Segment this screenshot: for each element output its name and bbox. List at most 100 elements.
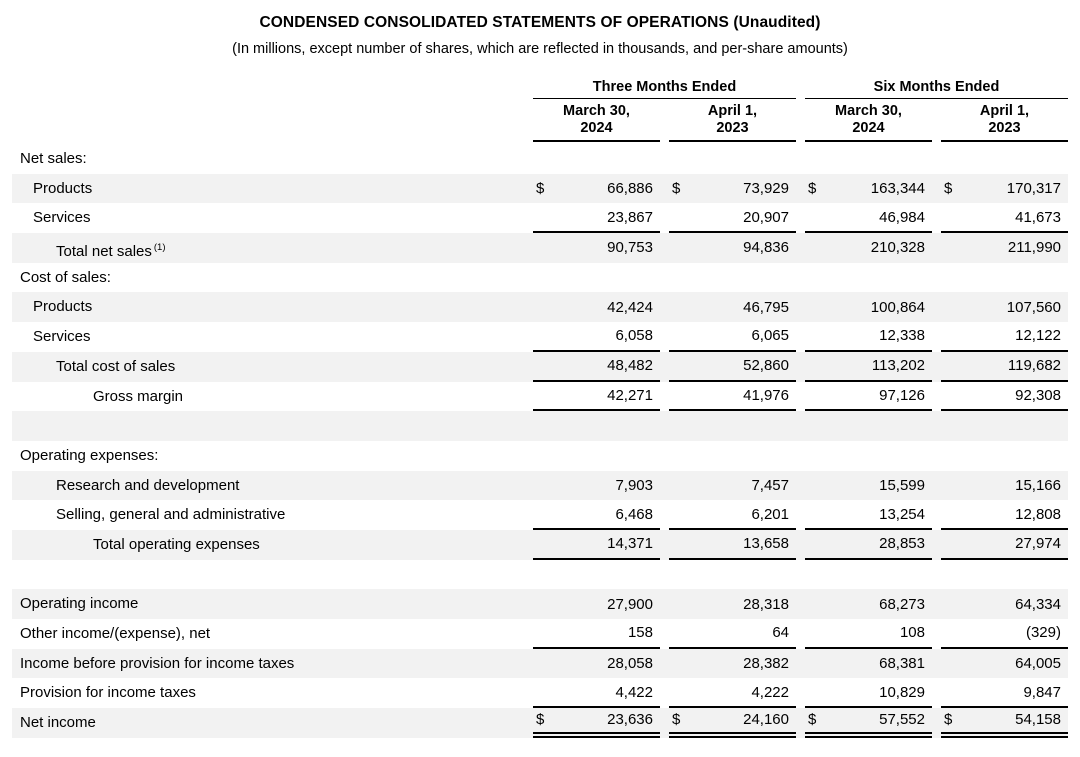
value-cell: 28,058 xyxy=(607,655,653,673)
table-row-total-net-sales: Total net sales (1) 90,753 94,836 210,328… xyxy=(12,233,1068,263)
value-cell: 97,126 xyxy=(805,382,932,412)
table-row-cost-products: Products 42,424 46,795 100,864 107,560 xyxy=(12,292,1068,323)
value-cell: 15,599 xyxy=(879,476,925,494)
table-row-income-before-taxes: Income before provision for income taxes… xyxy=(12,648,1068,679)
value-cell: 28,382 xyxy=(743,655,789,673)
table-header: Three Months Ended March 30, 2024 April 1… xyxy=(12,79,1068,142)
value-cell: 42,424 xyxy=(607,298,653,316)
col-header-apr1-2023-h: April 1, 2023 xyxy=(941,103,1068,142)
table-row-gross-margin: Gross margin 42,271 41,976 97,126 92,308 xyxy=(12,382,1068,412)
value-cell: $66,886 xyxy=(536,180,653,198)
value-cell: 12,122 xyxy=(941,322,1068,352)
row-label-products: Products xyxy=(33,298,93,316)
value-cell: 10,829 xyxy=(805,678,932,709)
table-row-total-cost-of-sales: Total cost of sales 48,482 52,860 113,20… xyxy=(12,351,1068,382)
row-label-operating-expenses: Operating expenses: xyxy=(20,446,159,464)
value-cell: 48,482 xyxy=(533,352,660,382)
value-cell: 14,371 xyxy=(533,530,660,560)
dollar-sign: $ xyxy=(536,711,545,729)
value-cell: 100,864 xyxy=(870,298,925,316)
statement-subtitle: (In millions, except number of shares, w… xyxy=(232,41,848,57)
value-cell: $73,929 xyxy=(672,180,789,198)
value-cell: 211,990 xyxy=(1007,239,1061,257)
col-group-six-months: Six Months Ended March 30, 2024 April 1, 2… xyxy=(805,79,1068,142)
col-header-apr1-2023-q: April 1, 2023 xyxy=(669,103,796,142)
value-cell: 23,867 xyxy=(533,203,660,234)
value-cell: 64,334 xyxy=(1015,595,1061,613)
label-column-spacer xyxy=(12,79,533,142)
value-cell: 20,907 xyxy=(669,203,796,234)
row-label-products: Products xyxy=(33,179,93,197)
value-cell: 94,836 xyxy=(743,239,789,257)
col-group-title-three-months: Three Months Ended xyxy=(533,79,796,99)
value-cell: $24,160 xyxy=(669,708,796,738)
value-cell: 28,318 xyxy=(743,595,789,613)
value-cell: 6,201 xyxy=(669,500,796,530)
value-cell: 92,308 xyxy=(941,382,1068,412)
dollar-sign: $ xyxy=(808,711,817,729)
row-label-income-before-taxes: Income before provision for income taxes xyxy=(20,654,295,672)
dollar-sign: $ xyxy=(672,180,681,198)
value-cell: 12,808 xyxy=(941,500,1068,530)
row-label-operating-income: Operating income xyxy=(20,595,139,613)
value-cell: 158 xyxy=(533,619,660,649)
table-row-net-sales-services: Services 23,867 20,907 46,984 41,673 xyxy=(12,203,1068,234)
col-group-title-six-months: Six Months Ended xyxy=(805,79,1068,99)
table-row-selling-general-admin: Selling, general and administrative 6,46… xyxy=(12,500,1068,530)
row-label-net-sales: Net sales: xyxy=(20,150,87,167)
value-cell: 4,222 xyxy=(669,678,796,709)
value-cell: 46,984 xyxy=(805,203,932,234)
section-row-cost-of-sales: Cost of sales: xyxy=(12,263,1068,293)
row-label-services: Services xyxy=(33,328,91,346)
section-row-operating-expenses: Operating expenses: xyxy=(12,441,1068,471)
dollar-sign: $ xyxy=(944,711,953,729)
row-label-cost-of-sales: Cost of sales: xyxy=(20,268,111,286)
value-cell: 28,853 xyxy=(805,530,932,560)
col-header-mar30-2024-q: March 30, 2024 xyxy=(533,103,660,142)
value-cell: $163,344 xyxy=(808,180,925,198)
row-label-other-income-expense: Other income/(expense), net xyxy=(20,625,211,642)
value-cell: 27,900 xyxy=(607,595,653,613)
value-cell: 41,976 xyxy=(669,382,796,412)
value-cell: 13,658 xyxy=(669,530,796,560)
value-cell: $23,636 xyxy=(533,708,660,738)
value-cell: 15,166 xyxy=(1015,476,1061,494)
spacer-row xyxy=(12,560,1068,590)
footnote-marker: (1) xyxy=(153,242,166,254)
value-cell: 27,974 xyxy=(941,530,1068,560)
table-row-other-income-expense: Other income/(expense), net 158 64 108 (… xyxy=(12,619,1068,649)
operations-statement-table: Three Months Ended March 30, 2024 April 1… xyxy=(12,79,1068,738)
value-cell: 13,254 xyxy=(805,500,932,530)
value-cell: 42,271 xyxy=(533,382,660,412)
table-row-provision-income-taxes: Provision for income taxes 4,422 4,222 1… xyxy=(12,678,1068,709)
col-group-three-months: Three Months Ended March 30, 2024 April 1… xyxy=(533,79,796,142)
spacer-row xyxy=(12,411,1068,441)
table-row-total-operating-expenses: Total operating expenses 14,371 13,658 2… xyxy=(12,529,1068,560)
value-cell: 52,860 xyxy=(669,352,796,382)
value-cell: 113,202 xyxy=(805,352,932,382)
dollar-sign: $ xyxy=(672,711,681,729)
row-label-services: Services xyxy=(33,209,91,227)
table-row-net-income: Net income $23,636 $24,160 $57,552 $54,1… xyxy=(12,708,1068,738)
value-cell: 7,457 xyxy=(751,476,789,494)
value-cell: $170,317 xyxy=(944,180,1061,198)
row-label-research-development: Research and development xyxy=(56,476,240,494)
value-cell: 41,673 xyxy=(941,203,1068,234)
value-cell: 210,328 xyxy=(870,239,925,257)
dollar-sign: $ xyxy=(944,180,953,198)
value-cell: 64 xyxy=(669,619,796,649)
dollar-sign: $ xyxy=(536,180,545,198)
value-cell: 46,795 xyxy=(743,298,789,316)
value-cell: 64,005 xyxy=(1015,655,1061,673)
value-cell: 6,058 xyxy=(533,322,660,352)
dollar-sign: $ xyxy=(808,180,817,198)
value-cell: 6,065 xyxy=(669,322,796,352)
row-label-selling-general-admin: Selling, general and administrative xyxy=(56,506,286,524)
value-cell: 90,753 xyxy=(607,239,653,257)
row-label-total-net-sales: Total net sales (1) xyxy=(56,242,166,261)
value-cell: $57,552 xyxy=(805,708,932,738)
table-row-net-sales-products: Products $66,886 $73,929 $163,344 $170,3… xyxy=(12,173,1068,204)
row-label-total-cost-of-sales: Total cost of sales xyxy=(56,357,176,375)
col-header-mar30-2024-h: March 30, 2024 xyxy=(805,103,932,142)
value-cell: 9,847 xyxy=(941,678,1068,709)
